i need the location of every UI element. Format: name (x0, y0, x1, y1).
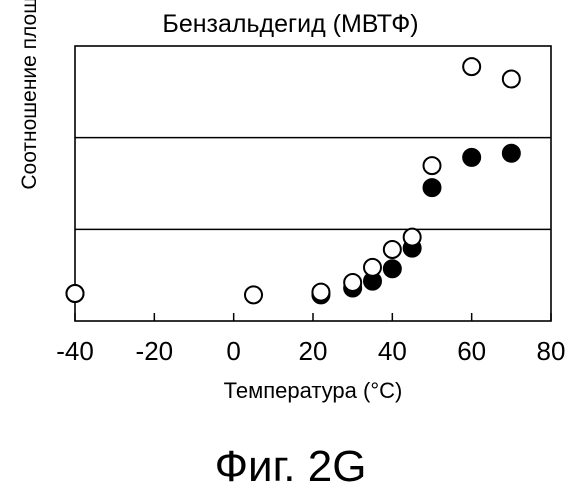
x-axis-label: Температура (°С) (75, 378, 551, 404)
filled-data-point (384, 260, 401, 277)
x-tick-label: 40 (378, 336, 407, 366)
series-open (67, 58, 520, 303)
filled-data-point (424, 179, 441, 196)
x-tick-label: 20 (299, 336, 328, 366)
filled-data-point (463, 149, 480, 166)
data-series (67, 58, 520, 303)
open-data-point (245, 286, 262, 303)
x-tick-label: -40 (56, 336, 94, 366)
open-data-point (67, 285, 84, 302)
series-filled (67, 145, 520, 304)
open-data-point (384, 241, 401, 258)
x-tick-label: 80 (537, 336, 566, 366)
figure-caption: Фиг. 2G (0, 442, 581, 492)
x-tick-label: 0 (226, 336, 240, 366)
open-data-point (312, 284, 329, 301)
plot-frame (75, 46, 551, 321)
open-data-point (364, 259, 381, 276)
x-tick-label: -20 (136, 336, 174, 366)
open-data-point (503, 71, 520, 88)
filled-data-point (503, 145, 520, 162)
open-data-point (344, 274, 361, 291)
x-tick-label: 60 (457, 336, 486, 366)
open-data-point (463, 58, 480, 75)
open-data-point (424, 157, 441, 174)
open-data-point (404, 229, 421, 246)
reference-lines (75, 138, 551, 230)
